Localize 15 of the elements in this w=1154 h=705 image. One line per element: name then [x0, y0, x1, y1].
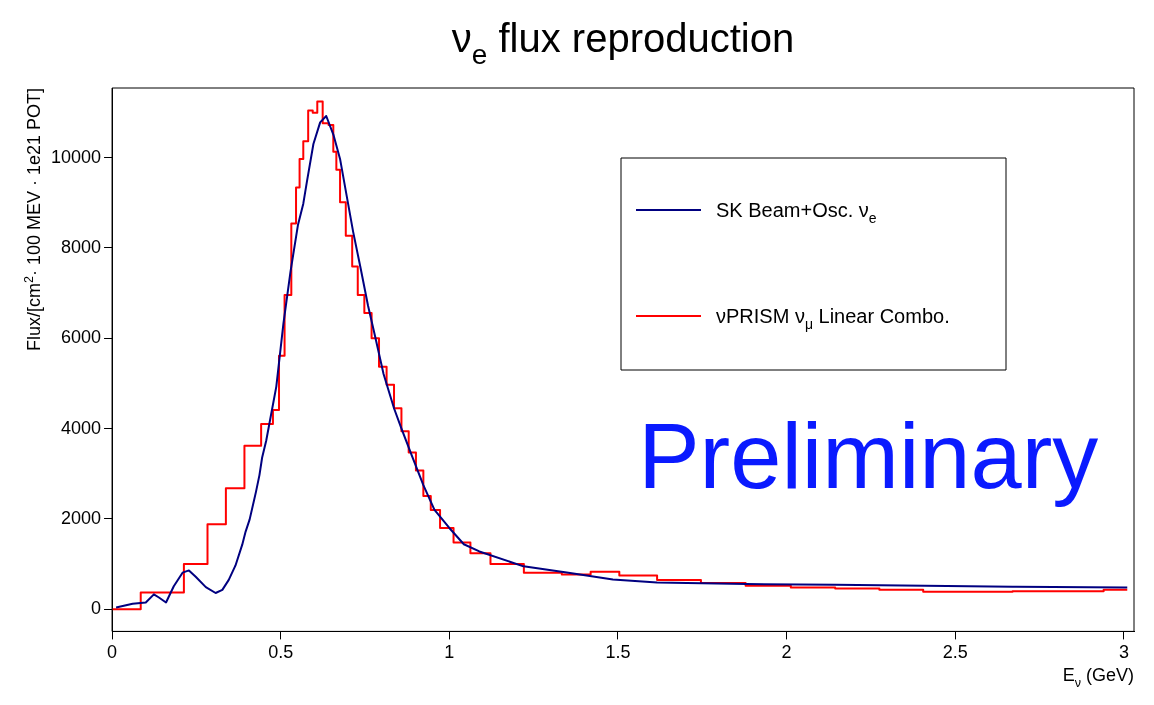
annotation: Preliminary [638, 405, 1099, 507]
y-tick-label: 4000 [61, 417, 102, 438]
x-tick-label: 2.5 [942, 642, 968, 663]
y-tick-label: 8000 [61, 236, 102, 257]
y-tick-label: 2000 [61, 507, 102, 528]
x-tick-label: 1 [444, 642, 455, 663]
x-tick-label: 1.5 [605, 642, 631, 663]
x-tick-label: 0 [107, 642, 118, 663]
x-tick-label: 0.5 [268, 642, 294, 663]
y-tick-label: 6000 [61, 327, 102, 348]
y-tick-label: 0 [91, 598, 102, 619]
y-axis-title: Flux/[cm2· 100 MEV · 1e21 POT] [21, 88, 44, 352]
x-tick-label: 2 [781, 642, 792, 663]
x-tick-label: 3 [1118, 642, 1129, 663]
y-tick-label: 10000 [50, 146, 102, 167]
